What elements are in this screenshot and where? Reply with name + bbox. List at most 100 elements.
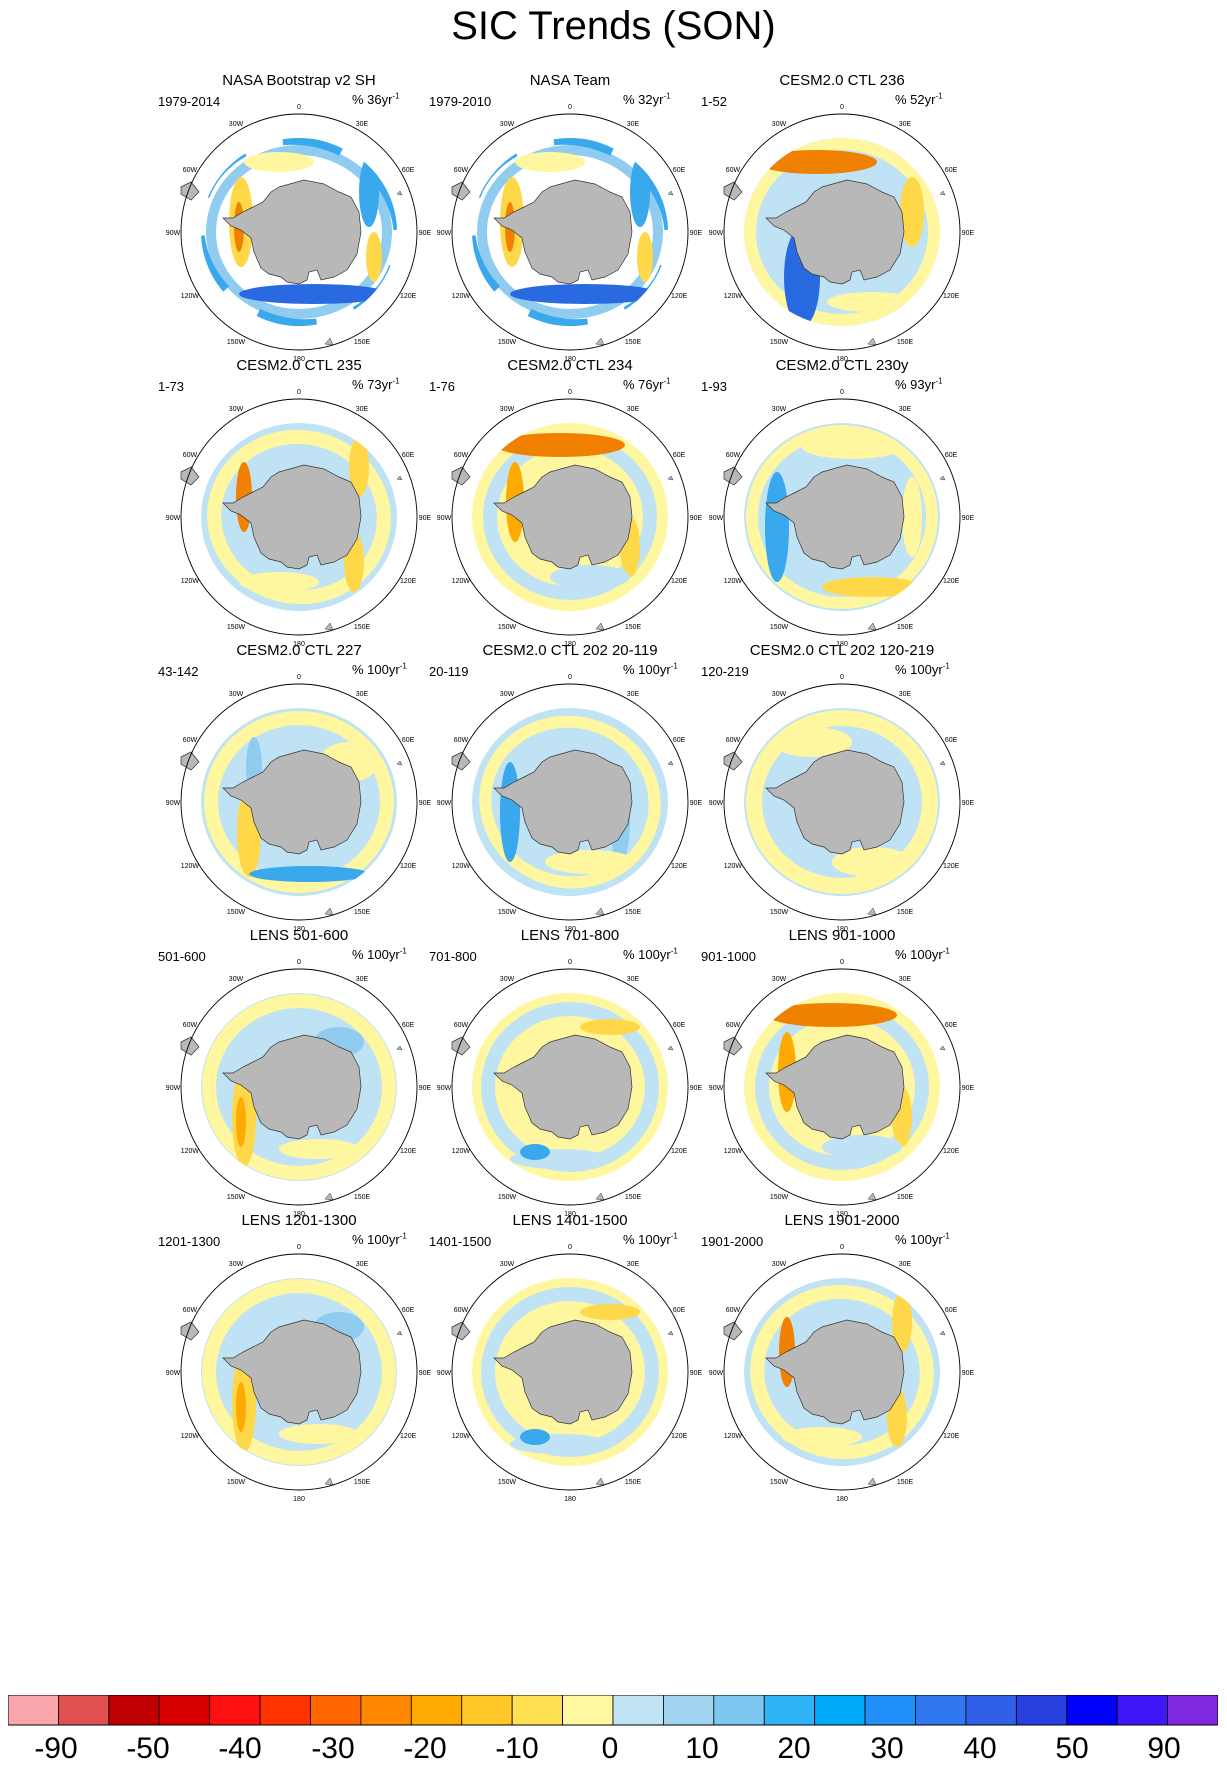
longitude-label: 60W bbox=[454, 167, 469, 174]
panel-title: LENS 1901-2000 bbox=[784, 1212, 900, 1229]
panel-title: CESM2.0 CTL 227 bbox=[236, 642, 362, 659]
colorbar-swatch bbox=[1066, 1695, 1118, 1726]
polar-map: 0 30E 60E 90E 120E 150E 180 150W 120W 90W 60W 30W bbox=[166, 389, 432, 648]
panel-rate: % 36yr-1 bbox=[352, 91, 400, 107]
colorbar-swatch bbox=[1167, 1695, 1218, 1726]
longitude-label: 60W bbox=[454, 1022, 469, 1029]
longitude-label: 120W bbox=[452, 578, 471, 585]
colorbar-tick-label: -10 bbox=[495, 1732, 539, 1765]
longitude-label: 60E bbox=[673, 167, 686, 174]
colorbar-swatch bbox=[310, 1695, 362, 1726]
longitude-label: 60E bbox=[402, 1307, 415, 1314]
polar-map: 0 30E 60E 90E 120E 150E 180 150W 120W 90W 60W 30W bbox=[166, 959, 432, 1218]
longitude-label: 150W bbox=[770, 1194, 789, 1201]
longitude-label: 60E bbox=[402, 167, 415, 174]
longitude-label: 30E bbox=[899, 406, 912, 413]
longitude-label: 30E bbox=[356, 406, 369, 413]
colorbar-swatch bbox=[259, 1695, 311, 1726]
longitude-label: 150E bbox=[354, 339, 371, 346]
longitude-label: 30W bbox=[229, 691, 244, 698]
panel-title: CESM2.0 CTL 202 120-219 bbox=[749, 642, 935, 659]
colorbar-swatch bbox=[864, 1695, 916, 1726]
longitude-label: 150E bbox=[625, 339, 642, 346]
polar-map: 0 30E 60E 90E 120E 150E 180 150W 120W 90W 60W 30W bbox=[437, 389, 703, 648]
map-panel: LENS 501-600 501-600 % 100yr-1 0 30E 60E 90E 12… bbox=[140, 927, 458, 1227]
colorbar-tick-label: -30 bbox=[311, 1732, 355, 1765]
longitude-label: 60W bbox=[454, 1307, 469, 1314]
longitude-label: 150W bbox=[227, 624, 246, 631]
panel-rate: % 100yr-1 bbox=[352, 1231, 407, 1247]
longitude-label: 90E bbox=[690, 800, 703, 807]
map-panel: LENS 901-1000 901-1000 % 100yr-1 0 30E 60E 90E… bbox=[683, 927, 1001, 1227]
colorbar-tick-label: 30 bbox=[870, 1732, 904, 1765]
longitude-label: 60W bbox=[726, 452, 741, 459]
panel-rate: % 100yr-1 bbox=[352, 661, 407, 677]
longitude-label: 90E bbox=[690, 515, 703, 522]
longitude-label: 0 bbox=[568, 1244, 572, 1251]
longitude-label: 30W bbox=[229, 976, 244, 983]
antarctica-landmass bbox=[222, 1034, 362, 1140]
panel-period: 1-52 bbox=[701, 94, 728, 109]
colorbar-swatch bbox=[410, 1695, 463, 1726]
longitude-label: 150E bbox=[897, 1479, 914, 1486]
longitude-label: 60E bbox=[945, 167, 958, 174]
longitude-label: 60E bbox=[945, 1307, 958, 1314]
longitude-label: 150E bbox=[625, 909, 642, 916]
longitude-label: 60E bbox=[402, 452, 415, 459]
longitude-label: 90E bbox=[962, 1370, 975, 1377]
longitude-label: 150W bbox=[770, 909, 789, 916]
longitude-label: 60W bbox=[183, 1307, 198, 1314]
longitude-label: 90W bbox=[166, 1370, 181, 1377]
antarctica-landmass bbox=[765, 179, 905, 285]
longitude-label: 60E bbox=[673, 1022, 686, 1029]
panel-rate: % 100yr-1 bbox=[895, 946, 950, 962]
map-panel: LENS 1201-1300 1201-1300 % 100yr-1 0 30E 60E 9… bbox=[140, 1212, 458, 1512]
longitude-label: 0 bbox=[297, 104, 301, 111]
longitude-label: 90W bbox=[437, 800, 452, 807]
antarctica-landmass bbox=[222, 179, 362, 285]
longitude-label: 180 bbox=[564, 1496, 576, 1503]
longitude-label: 0 bbox=[840, 104, 844, 111]
longitude-label: 180 bbox=[836, 1496, 848, 1503]
antarctica-landmass bbox=[765, 1034, 905, 1140]
colorbar-tick-label: 90 bbox=[1147, 1732, 1181, 1765]
longitude-label: 150W bbox=[227, 1479, 246, 1486]
panel-title: CESM2.0 CTL 234 bbox=[507, 357, 633, 374]
map-panel: CESM2.0 CTL 230y 1-93 % 93yr-1 0 30E 60E 90E 12… bbox=[683, 357, 1001, 657]
longitude-label: 150W bbox=[770, 624, 789, 631]
panel-rate: % 76yr-1 bbox=[623, 376, 671, 392]
longitude-label: 90W bbox=[437, 1085, 452, 1092]
longitude-label: 120E bbox=[400, 1148, 417, 1155]
longitude-label: 120W bbox=[181, 578, 200, 585]
longitude-label: 180 bbox=[836, 926, 848, 933]
longitude-label: 60E bbox=[945, 737, 958, 744]
longitude-label: 120E bbox=[943, 578, 960, 585]
longitude-label: 0 bbox=[840, 389, 844, 396]
panel-rate: % 100yr-1 bbox=[623, 946, 678, 962]
panel-period: 1201-1300 bbox=[158, 1234, 221, 1249]
longitude-label: 150W bbox=[770, 1479, 789, 1486]
polar-map: 0 30E 60E 90E 120E 150E 180 150W 120W 90W 60W 30W bbox=[437, 104, 703, 363]
longitude-label: 0 bbox=[297, 959, 301, 966]
panel-title: LENS 1201-1300 bbox=[241, 1212, 357, 1229]
colorbar-tick-label: -20 bbox=[403, 1732, 447, 1765]
longitude-label: 30W bbox=[500, 1261, 515, 1268]
colorbar-swatch bbox=[562, 1695, 614, 1726]
longitude-label: 150E bbox=[354, 1194, 371, 1201]
longitude-label: 90E bbox=[419, 230, 432, 237]
map-panel: CESM2.0 CTL 202 20-119 20-119 % 100yr-1 0 30… bbox=[411, 642, 729, 942]
colorbar-tick-label: 10 bbox=[685, 1732, 719, 1765]
longitude-label: 150E bbox=[354, 909, 371, 916]
longitude-label: 90E bbox=[419, 800, 432, 807]
panel-title: LENS 501-600 bbox=[249, 927, 349, 944]
colorbar-swatch bbox=[663, 1695, 715, 1726]
panel-rate: % 73yr-1 bbox=[352, 376, 400, 392]
polar-map: 0 30E 60E 90E 120E 150E 180 150W 120W 90W 60W 30W bbox=[709, 674, 975, 933]
colorbar-tick-label: 0 bbox=[601, 1732, 619, 1765]
longitude-label: 0 bbox=[568, 674, 572, 681]
map-panel: CESM2.0 CTL 235 1-73 % 73yr-1 0 30E 60E 90E 120… bbox=[140, 357, 458, 657]
colorbar-swatch bbox=[8, 1695, 59, 1726]
antarctica-landmass bbox=[493, 464, 633, 570]
panel-period: 701-800 bbox=[429, 949, 477, 964]
longitude-label: 180 bbox=[293, 1496, 305, 1503]
